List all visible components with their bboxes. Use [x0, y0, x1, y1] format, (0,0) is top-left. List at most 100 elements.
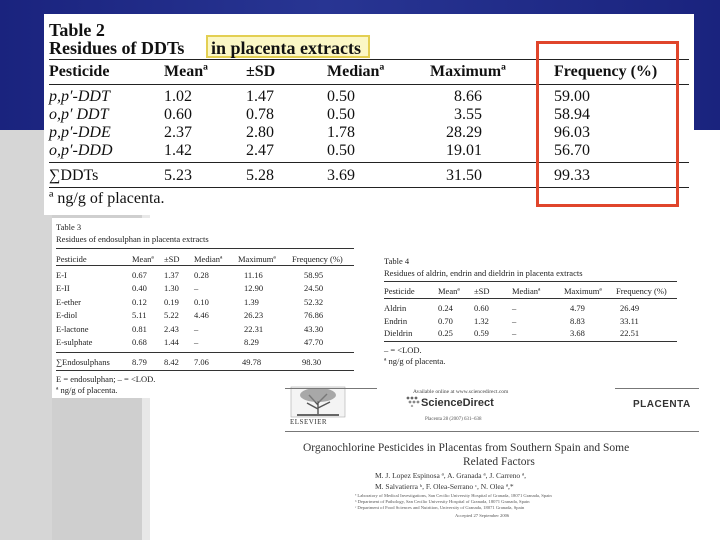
table-row-pesticide: E-I — [56, 270, 67, 280]
table-4-header: Maximumª — [564, 286, 602, 296]
table-cell: 33.11 — [620, 315, 639, 326]
table-3-header: Maximumª — [238, 254, 276, 264]
table-cell: 56.70 — [554, 142, 590, 159]
table-cell: 26.49 — [620, 303, 640, 313]
table-3-header: ±SD — [164, 254, 180, 264]
table-cell: 11.16 — [244, 270, 263, 280]
table-cell: 0.60 — [474, 303, 489, 313]
table-cell: 3.69 — [327, 167, 355, 184]
table-cell: 28.29 — [446, 124, 482, 141]
table-row-pesticide: Aldrin — [384, 303, 407, 313]
table-2-caption-title: Residues of DDTs in placenta extracts — [49, 35, 370, 59]
table-cell: 5.11 — [132, 310, 147, 321]
table-3-body-rule — [56, 352, 354, 353]
table-cell: 1.47 — [246, 88, 274, 105]
table-cell: 0.60 — [164, 106, 192, 123]
table-cell: 2.47 — [246, 142, 274, 159]
table-cell: 5.28 — [246, 167, 274, 184]
table-4-caption-number: Table 4 — [384, 256, 410, 266]
table-cell: 1.30 — [164, 283, 179, 294]
table-cell: 26.23 — [244, 310, 264, 321]
table-3-caption-title: Residues of endosulphan in placenta extr… — [56, 234, 209, 244]
paper-authors: M. Salvatierra ᵇ, F. Olea-Serrano ᶜ, N. … — [375, 482, 514, 491]
table-row-pesticide: E-diol — [56, 310, 78, 321]
table-4-aldrin-endrin-dieldrin: Table 4 Residues of aldrin, endrin and d… — [384, 254, 679, 372]
table-cell: 0.78 — [246, 106, 274, 123]
paper-header: ELSEVIER Available online at www.science… — [285, 385, 715, 540]
table-cell: – — [194, 323, 199, 334]
table-cell: 22.31 — [244, 323, 264, 334]
table-cell: 0.70 — [438, 315, 453, 326]
paper-rule — [615, 388, 699, 389]
table-cell: 2.43 — [164, 323, 179, 334]
table-cell: 7.06 — [194, 357, 209, 367]
table-row-pesticide: p,p′-DDE — [49, 124, 111, 141]
table-cell: 0.24 — [438, 303, 453, 313]
table-row-pesticide: p,p′-DDT — [49, 88, 110, 105]
table-4-header-rule — [384, 298, 677, 299]
table-2-body-rule — [49, 162, 689, 163]
table-cell: – — [512, 303, 517, 313]
table-4-footnote: – = <LOD. — [384, 345, 422, 355]
table-cell: – — [194, 337, 199, 347]
table-cell: 4.79 — [570, 303, 585, 313]
table-cell: 1.44 — [164, 337, 179, 347]
frequency-emphasis-box — [536, 41, 679, 207]
table-row-pesticide: E-lactone — [56, 323, 89, 334]
table-4-top-rule — [384, 281, 677, 282]
table-4-header: ±SD — [474, 286, 490, 296]
table-cell: 0.50 — [327, 106, 355, 123]
table-3-footnote: E = endosulphan; – = <LOD. — [56, 374, 156, 384]
table-2-header-rule — [49, 84, 689, 85]
table-3-header: Frequency (%) — [292, 254, 343, 264]
table-cell: 1.42 — [164, 142, 192, 159]
table-cell: 1.78 — [327, 124, 355, 141]
table-cell: 24.50 — [304, 283, 324, 294]
table-2-header-frequency: Frequency (%) — [554, 63, 658, 80]
available-online-text: Available online at www.sciencedirect.co… — [413, 389, 509, 395]
sciencedirect-logo-icon — [406, 396, 420, 407]
paper-rule — [285, 388, 377, 389]
table-cell: 2.80 — [246, 124, 274, 141]
table-cell: 19.01 — [446, 142, 482, 159]
table-row-pesticide: Dieldrin — [384, 328, 413, 338]
table-cell: 8.66 — [454, 88, 482, 105]
table-3-top-rule — [56, 248, 354, 249]
paper-title-line2: Related Factors — [463, 456, 535, 468]
table-cell: 1.39 — [244, 296, 259, 307]
table-cell: – — [512, 315, 517, 326]
table-cell: 58.95 — [304, 270, 324, 280]
table-4-caption-title: Residues of aldrin, endrin and dieldrin … — [384, 268, 583, 278]
table-cell: 0.19 — [164, 296, 179, 307]
table-2-bottom-rule — [49, 187, 689, 188]
table-cell: 0.12 — [132, 296, 147, 307]
table-row-pesticide: o,p′-DDD — [49, 142, 113, 159]
table-3-footnote: ª ng/g of placenta. — [56, 385, 118, 395]
table-cell: – — [512, 328, 517, 338]
table-cell: 0.50 — [327, 88, 355, 105]
table-row-pesticide: Endrin — [384, 315, 408, 326]
table-cell: 8.83 — [570, 315, 585, 326]
paper-affiliation: ᶜ Department of Food Sciences and Nutrit… — [355, 505, 525, 510]
table-cell: 22.51 — [620, 328, 640, 338]
table-2-header-mean: Meanª — [164, 63, 208, 80]
table-row-pesticide: E-ether — [56, 296, 82, 307]
table-cell: 0.10 — [194, 296, 209, 307]
table-cell: 76.86 — [304, 310, 324, 321]
table-cell: 3.55 — [454, 106, 482, 123]
paper-rule — [285, 431, 699, 432]
table-cell: 0.81 — [132, 323, 147, 334]
table-cell: 4.46 — [194, 310, 209, 321]
table-cell: 1.32 — [474, 315, 489, 326]
table-4-bottom-rule — [384, 341, 677, 342]
paper-affiliation: ª Laboratory of Medical Investigations, … — [355, 493, 552, 498]
table-total-label: ∑DDTs — [49, 167, 99, 184]
sciencedirect-name: ScienceDirect — [421, 397, 494, 409]
table-2-caption-prefix: Residues of DDTs — [49, 38, 185, 58]
table-cell: 43.30 — [304, 323, 324, 334]
table-row-pesticide: E-sulphate — [56, 337, 93, 347]
journal-citation: Placenta 28 (2007) 631–638 — [425, 417, 482, 422]
table-4-header: Frequency (%) — [616, 286, 667, 296]
table-cell: 0.68 — [132, 337, 147, 347]
table-3-header: Medianª — [194, 254, 223, 264]
